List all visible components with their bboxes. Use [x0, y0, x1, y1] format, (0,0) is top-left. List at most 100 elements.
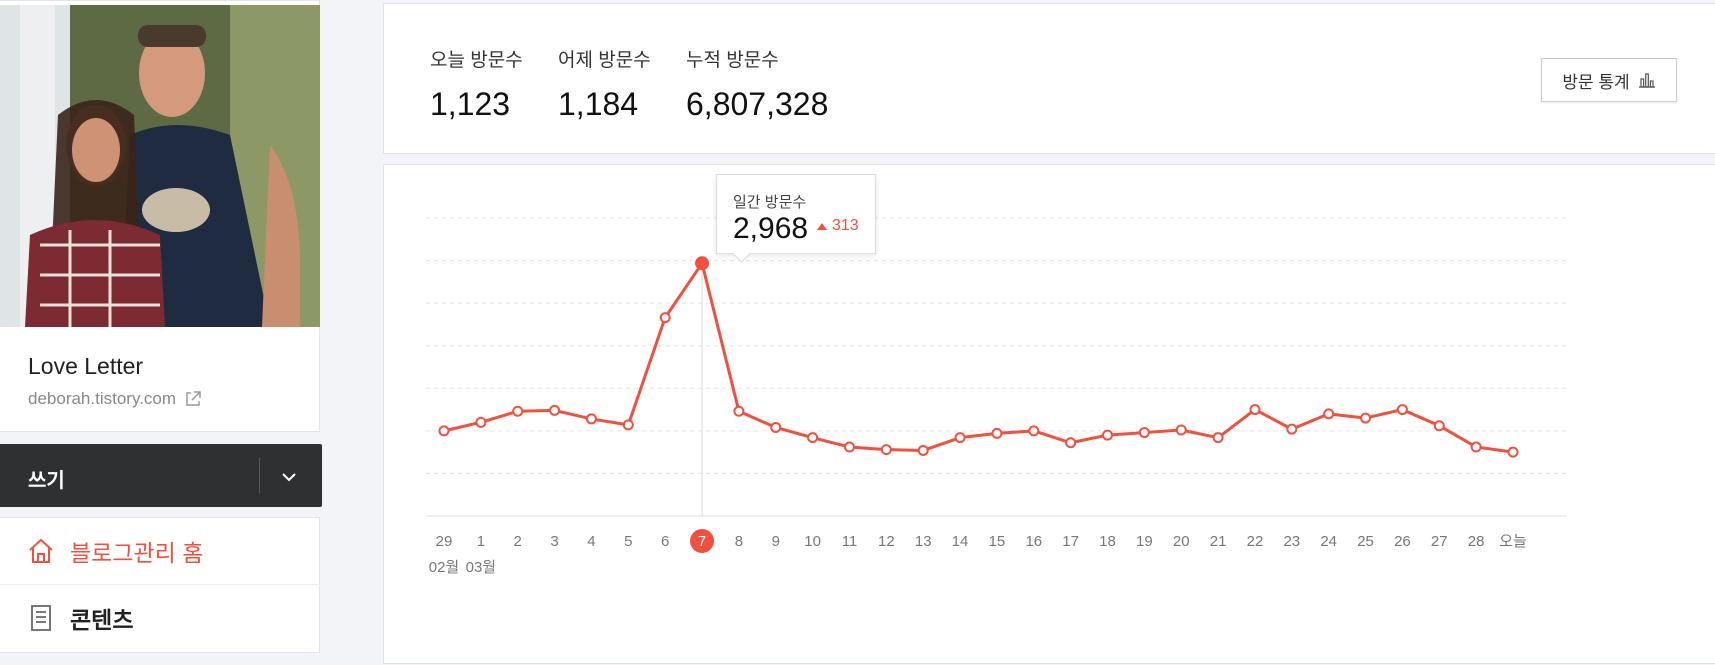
x-tick-label: 5	[624, 533, 632, 550]
data-point	[1396, 404, 1408, 416]
stat-today: 오늘 방문수 1,123	[430, 45, 523, 123]
data-point	[659, 312, 671, 324]
series-line	[443, 261, 1514, 454]
x-tick-label: 28	[1468, 533, 1485, 550]
blog-name[interactable]: Love Letter	[28, 353, 144, 379]
profile-card: Love Letter deborah.tistory.com	[0, 0, 320, 432]
tooltip-delta-value: 313	[832, 217, 859, 234]
menu-item-label: 블로그관리 홈	[70, 540, 204, 566]
data-point	[770, 421, 782, 433]
profile-photo[interactable]	[0, 5, 320, 327]
x-tick-label: 12	[878, 533, 895, 550]
data-point	[1507, 446, 1519, 458]
x-tick-label: 25	[1357, 533, 1374, 550]
x-tick-label: 8	[735, 533, 743, 550]
data-point	[475, 416, 487, 428]
visitor-stats-panel: 오늘 방문수 1,123 어제 방문수 1,184 누적 방문수 6,807,3…	[383, 3, 1715, 154]
data-point	[880, 444, 892, 456]
menu-item-contents[interactable]: 콘텐츠	[0, 585, 320, 651]
stat-value: 1,184	[558, 86, 639, 122]
x-tick-label: 오늘	[1499, 533, 1527, 550]
data-point	[1102, 429, 1114, 441]
tooltip-value: 2,968	[733, 212, 809, 245]
stat-value: 6,807,328	[686, 86, 829, 122]
data-point	[1175, 424, 1187, 436]
bar-chart-icon	[1638, 73, 1655, 88]
data-point	[622, 419, 634, 431]
x-tick-label: 18	[1099, 533, 1116, 550]
menu-item-blog-home[interactable]: 블로그관리 홈	[0, 518, 320, 585]
data-point	[1065, 437, 1077, 449]
selected-date-marker	[690, 529, 715, 553]
x-tick-label: 26	[1394, 533, 1411, 550]
stat-label: 어제 방문수	[558, 50, 651, 71]
data-point	[438, 425, 450, 437]
data-point	[917, 444, 929, 456]
sidebar: Love Letter deborah.tistory.com 쓰기 블로그관리…	[0, 0, 322, 653]
data-point	[1433, 420, 1445, 432]
data-point	[1028, 425, 1040, 437]
x-tick-label: 16	[1025, 533, 1042, 550]
stat-yesterday: 어제 방문수 1,184	[558, 45, 651, 123]
admin-menu: 블로그관리 홈 콘텐츠	[0, 517, 320, 653]
chart-tooltip: 일간 방문수 2,968 313	[716, 174, 876, 254]
x-tick-label: 15	[989, 533, 1006, 550]
blog-url-link[interactable]: deborah.tistory.com	[28, 389, 202, 409]
data-point	[512, 405, 524, 417]
visit-stats-button[interactable]: 방문 통계	[1541, 58, 1677, 102]
stat-label: 오늘 방문수	[430, 50, 523, 71]
x-tick-label: 19	[1136, 533, 1153, 550]
x-tick-label: 9	[772, 533, 780, 550]
data-point	[1323, 408, 1335, 420]
month-label: 02월	[429, 559, 460, 576]
blog-url-text[interactable]: deborah.tistory.com	[28, 389, 177, 408]
data-point	[549, 404, 561, 416]
data-point	[1286, 423, 1298, 435]
data-point	[1249, 404, 1261, 416]
x-tick-label: 7	[698, 533, 706, 550]
stat-label: 누적 방문수	[686, 50, 779, 71]
visit-stats-button-label: 방문 통계	[1562, 72, 1630, 92]
write-button[interactable]: 쓰기	[28, 470, 65, 492]
data-point	[1360, 412, 1372, 424]
daily-visits-chart-panel: 29 1 2 3 4 5 6 7 8 9 10 11 12 13 14 15 16 17 18 19 20 21 22 23 2…	[383, 164, 1715, 664]
x-tick-label: 21	[1210, 533, 1227, 550]
x-tick-label: 4	[587, 533, 595, 550]
external-link-icon[interactable]	[184, 390, 202, 408]
daily-visits-chart: 29 1 2 3 4 5 6 7 8 9 10 11 12 13 14 15 16 17 18 19 20 21 22 23 2…	[426, 217, 1567, 576]
x-tick-label: 27	[1431, 533, 1448, 550]
data-point	[807, 432, 819, 444]
x-tick-label: 10	[804, 533, 821, 550]
x-tick-label: 11	[842, 533, 858, 550]
write-divider	[259, 458, 260, 493]
home-icon	[29, 538, 53, 563]
x-tick-label: 24	[1320, 533, 1337, 550]
x-tick-label: 6	[661, 533, 669, 550]
x-tick-label: 20	[1173, 533, 1190, 550]
stat-total: 누적 방문수 6,807,328	[686, 45, 828, 123]
data-point	[991, 427, 1003, 439]
tooltip-label: 일간 방문수	[733, 194, 807, 211]
data-point	[695, 256, 710, 271]
data-point	[954, 432, 966, 444]
write-bar: 쓰기	[0, 444, 322, 507]
x-tick-label: 23	[1283, 533, 1300, 550]
data-point	[585, 413, 597, 425]
menu-item-label: 콘텐츠	[70, 607, 134, 633]
up-arrow-icon	[817, 222, 827, 230]
month-label: 03월	[466, 559, 497, 576]
x-tick-label: 14	[952, 533, 969, 550]
data-point	[1212, 432, 1224, 444]
x-tick-label: 3	[550, 533, 558, 550]
x-tick-label: 13	[915, 533, 932, 550]
x-tick-label: 17	[1062, 533, 1079, 550]
x-tick-label: 2	[514, 533, 522, 550]
x-tick-label: 22	[1247, 533, 1264, 550]
data-point	[733, 405, 745, 417]
data-point	[1138, 427, 1150, 439]
x-tick-label: 1	[477, 533, 485, 550]
chevron-down-icon[interactable]	[278, 466, 300, 488]
document-icon	[31, 605, 51, 631]
tooltip-delta: 313	[817, 217, 859, 235]
stat-value: 1,123	[430, 86, 511, 122]
